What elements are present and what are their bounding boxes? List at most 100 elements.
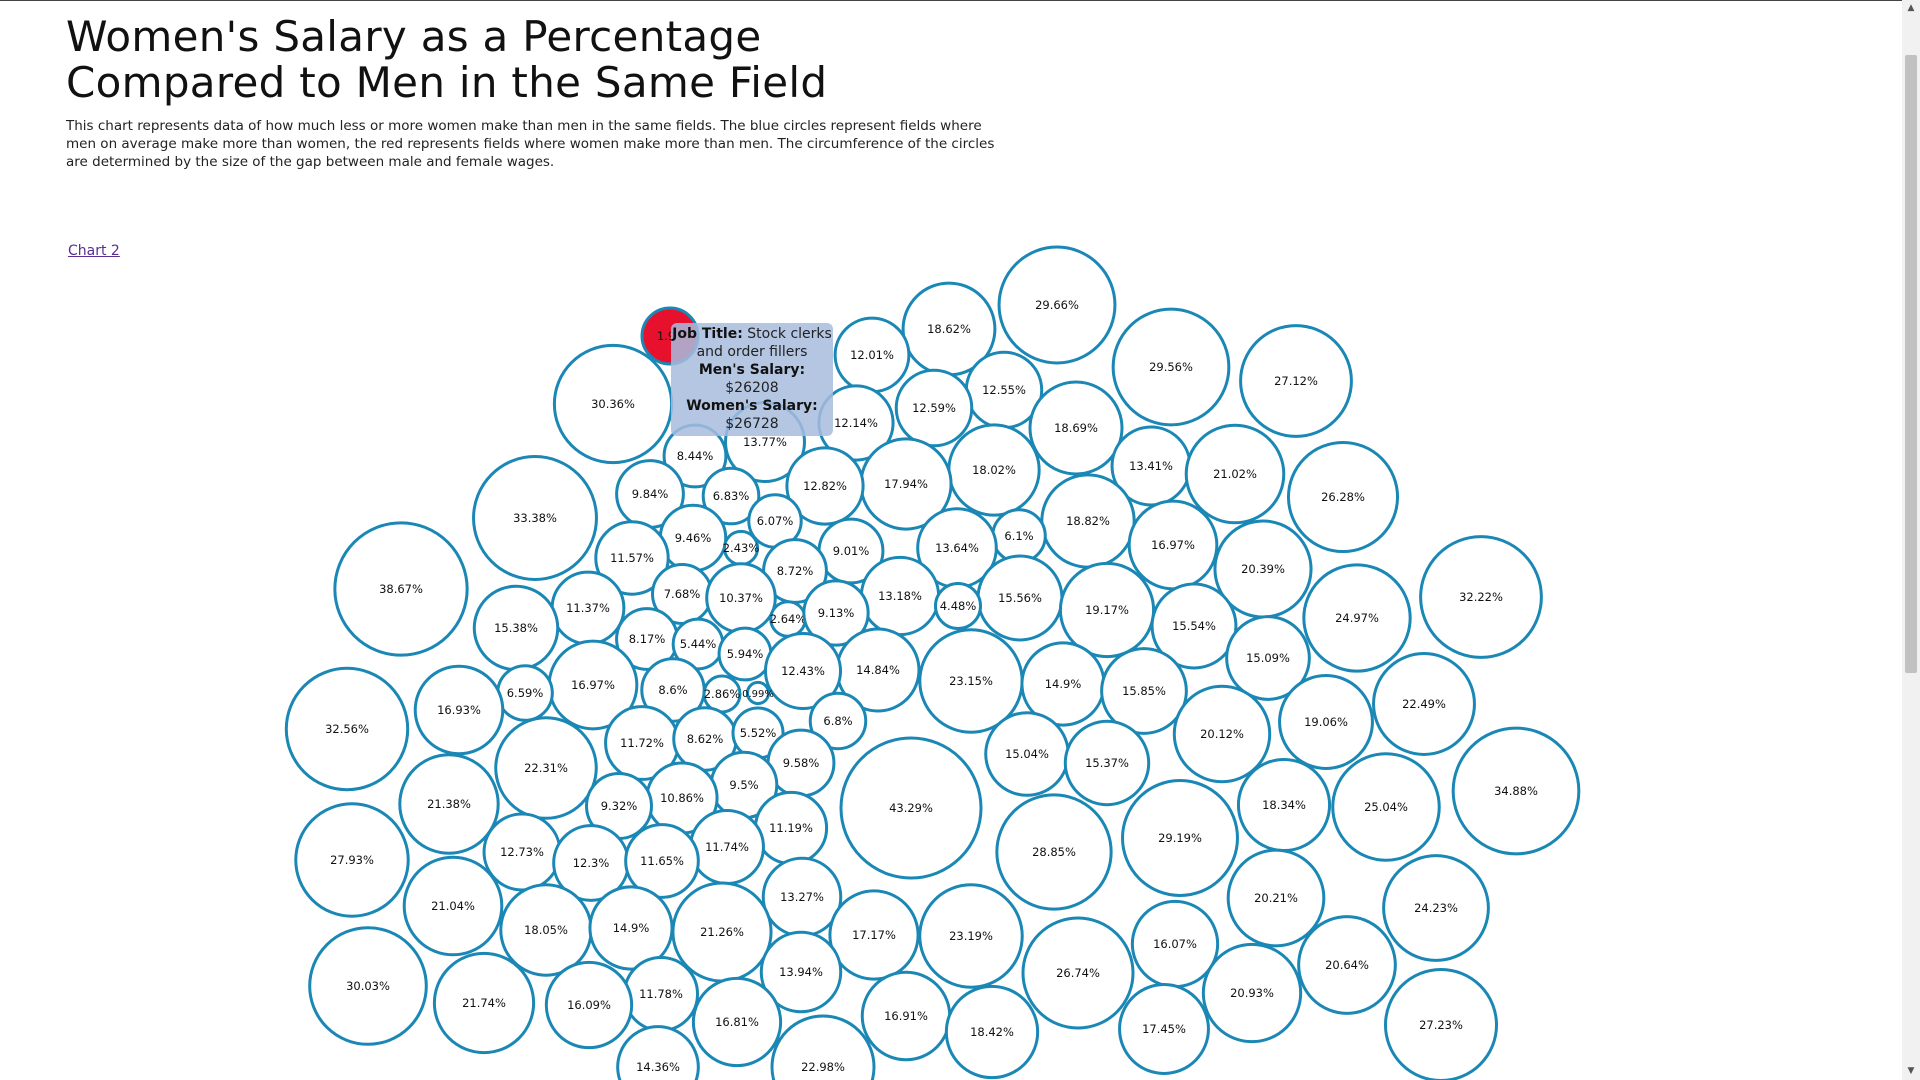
bubble-29[interactable] [594, 520, 670, 596]
scroll-down-icon[interactable]: ▼ [1907, 1066, 1915, 1076]
bubble-label-44: 15.38% [494, 621, 538, 635]
bubble-16[interactable] [472, 455, 598, 581]
bubble-13[interactable] [1184, 423, 1286, 525]
bubble-label-19: 12.82% [803, 479, 847, 493]
bubble-68[interactable] [1172, 684, 1272, 784]
bubble-label-45: 15.54% [1172, 619, 1216, 633]
bubble-78[interactable] [839, 736, 983, 880]
bubble-108[interactable] [1383, 967, 1499, 1080]
bubble-label-73: 34.88% [1494, 784, 1538, 798]
bubble-112[interactable] [770, 1014, 876, 1080]
bubble-57[interactable] [745, 680, 771, 706]
bubble-41[interactable] [1302, 563, 1412, 673]
bubble-110[interactable] [944, 984, 1040, 1080]
bubble-label-102: 13.94% [779, 965, 823, 979]
bubble-label-49: 15.09% [1246, 651, 1290, 665]
bubble-label-93: 18.05% [524, 923, 568, 937]
bubble-8[interactable] [894, 368, 974, 448]
bubble-106[interactable] [544, 960, 634, 1050]
bubble-label-15: 17.94% [884, 477, 928, 491]
chart-2-link[interactable]: Chart 2 [68, 243, 120, 259]
bubble-51[interactable] [763, 631, 843, 711]
bubble-label-50: 14.84% [856, 663, 900, 677]
bubble-63[interactable] [808, 691, 868, 751]
bubble-0[interactable] [997, 245, 1117, 365]
bubble-64[interactable] [1278, 674, 1374, 770]
bubble-label-83: 11.74% [705, 840, 749, 854]
bubble-label-26: 16.97% [1151, 538, 1195, 552]
bubble-62[interactable] [284, 666, 410, 792]
bubble-10[interactable] [1028, 380, 1124, 476]
page-scrollbar[interactable]: ▲ ▼ [1902, 0, 1920, 1080]
bubble-label-63: 6.8% [823, 714, 852, 728]
bubble-30[interactable] [333, 521, 469, 657]
bubble-3[interactable] [1111, 307, 1231, 427]
bubble-111[interactable] [1118, 983, 1210, 1075]
bubble-59[interactable] [1100, 647, 1188, 735]
bubble-103[interactable] [1201, 942, 1303, 1044]
bubble-label-71: 9.58% [783, 756, 820, 770]
bubble-100[interactable] [1297, 915, 1397, 1015]
bubble-72[interactable] [1063, 719, 1151, 807]
bubble-82[interactable] [1121, 779, 1239, 897]
bubble-45[interactable] [1150, 582, 1238, 670]
bubble-76[interactable] [398, 753, 500, 855]
bubble-109[interactable] [691, 976, 783, 1068]
scroll-up-icon[interactable]: ▲ [1907, 3, 1915, 13]
bubble-113[interactable] [616, 1025, 700, 1080]
bubble-label-77: 9.32% [601, 799, 638, 813]
bubble-label-74: 9.5% [729, 778, 758, 792]
bubble-91[interactable] [402, 855, 504, 957]
bubble-20[interactable] [1286, 440, 1400, 554]
bubble-label-52: 23.15% [949, 674, 993, 688]
bubble-92[interactable] [1382, 854, 1490, 962]
bubble-70[interactable] [494, 716, 598, 820]
bubble-19[interactable] [785, 446, 865, 526]
bubble-88[interactable] [624, 823, 700, 899]
bubble-60[interactable] [413, 664, 505, 756]
bubble-label-112: 22.98% [801, 1060, 845, 1074]
bubble-43[interactable] [802, 579, 870, 647]
bubble-85[interactable] [995, 793, 1113, 911]
bubble-73[interactable] [1451, 726, 1581, 856]
bubble-label-12: 13.41% [1129, 459, 1173, 473]
bubble-80[interactable] [1331, 752, 1441, 862]
bubble-101[interactable] [308, 926, 428, 1046]
bubble-61[interactable] [1372, 652, 1476, 756]
bubble-label-32: 8.72% [777, 564, 814, 578]
bubble-96[interactable] [828, 889, 920, 981]
bubble-86[interactable] [294, 802, 410, 918]
bubble-label-85: 28.85% [1032, 845, 1076, 859]
bubble-38[interactable] [933, 581, 983, 631]
bubble-4[interactable] [1239, 324, 1353, 438]
bubble-label-69: 15.04% [1005, 747, 1049, 761]
bubble-label-107: 16.91% [884, 1009, 928, 1023]
bubble-label-4: 27.12% [1274, 374, 1318, 388]
bubble-label-100: 20.64% [1325, 958, 1369, 972]
bubble-49[interactable] [1225, 615, 1311, 701]
bubble-label-58: 14.9% [1045, 677, 1082, 691]
bubble-label-95: 21.26% [700, 925, 744, 939]
bubble-label-11: 8.44% [677, 449, 714, 463]
bubble-97[interactable] [918, 883, 1024, 989]
bubble-104[interactable] [432, 951, 536, 1055]
bubble-40[interactable] [1419, 535, 1543, 659]
bubble-18[interactable] [701, 466, 761, 526]
bubble-label-10: 18.69% [1054, 421, 1098, 435]
bubble-99[interactable] [1021, 916, 1135, 1030]
bubble-label-68: 20.12% [1200, 727, 1244, 741]
bubble-label-13: 21.02% [1213, 467, 1257, 481]
bubble-label-97: 23.19% [949, 929, 993, 943]
bubble-label-84: 12.73% [500, 845, 544, 859]
bubble-102[interactable] [759, 930, 843, 1014]
bubble-label-87: 12.3% [573, 856, 610, 870]
bubble-label-53: 16.97% [571, 678, 615, 692]
bubble-label-8: 12.59% [912, 401, 956, 415]
bubble-label-65: 11.72% [620, 736, 664, 750]
scroll-thumb[interactable] [1905, 55, 1917, 673]
bubble-89[interactable] [1226, 848, 1326, 948]
bubble-39[interactable] [1058, 561, 1156, 659]
bubble-label-88: 11.65% [640, 854, 684, 868]
bubble-label-9: 12.14% [834, 416, 878, 430]
